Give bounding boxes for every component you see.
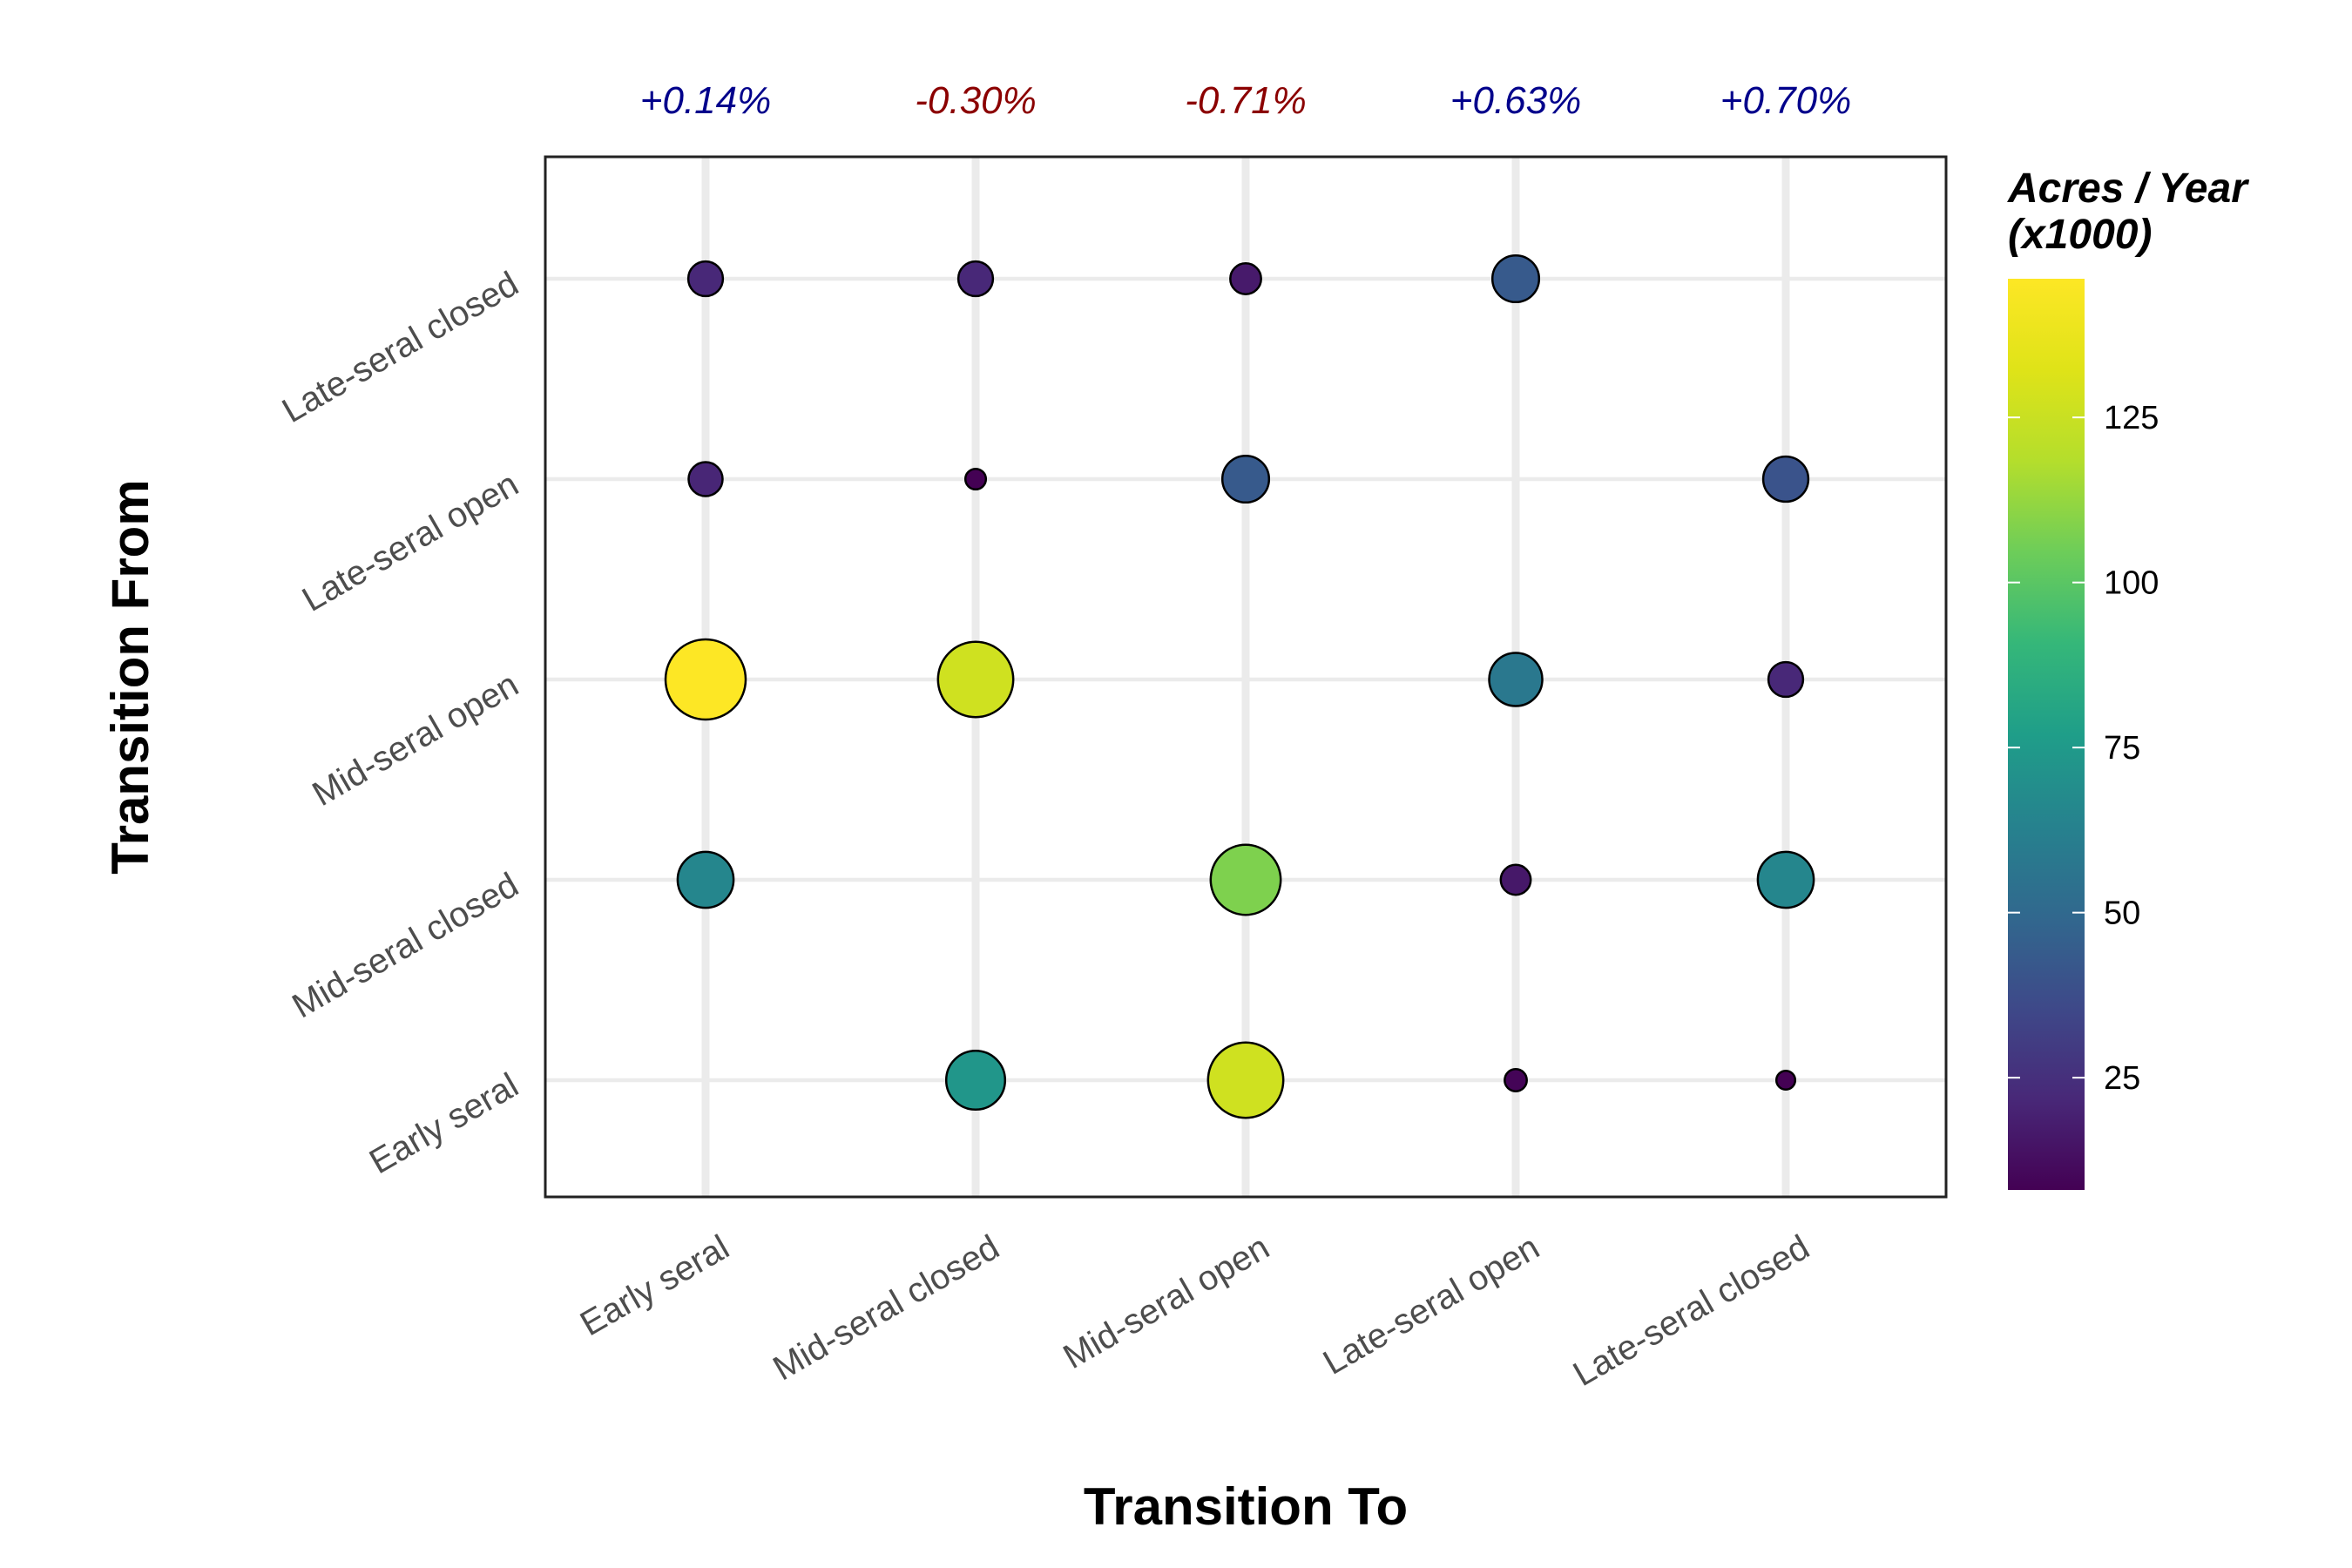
x-tick-labels: Early seral Mid-seral closed Mid-seral ope… — [574, 1228, 1816, 1394]
x-tick-label-2: Mid-seral open — [1057, 1228, 1275, 1376]
color-legend: Acres / Year (x1000) 25 50 75 100 125 — [2007, 166, 2249, 1190]
column-change-label-2: -0.71% — [1185, 79, 1306, 122]
y-tick-label-0: Early seral — [363, 1066, 525, 1182]
legend-tick-label-2: 75 — [2104, 730, 2140, 767]
column-change-label-1: -0.30% — [915, 79, 1036, 122]
x-tick-label-3: Late-seral open — [1317, 1228, 1546, 1382]
point-7 — [1761, 455, 1810, 504]
point-14 — [1499, 863, 1532, 896]
point-4 — [687, 461, 724, 497]
x-tick-label-1: Mid-seral closed — [767, 1228, 1005, 1389]
point-5 — [963, 467, 988, 491]
legend-tick-label-4: 125 — [2104, 400, 2159, 436]
column-change-label-4: +0.70% — [1720, 79, 1851, 122]
column-change-label-0: +0.14% — [640, 79, 771, 122]
column-change-label-3: +0.63% — [1450, 79, 1581, 122]
legend-colorbar — [2008, 279, 2085, 1190]
point-15 — [1756, 850, 1815, 909]
y-tick-label-2: Mid-seral open — [306, 666, 524, 814]
point-10 — [1488, 652, 1544, 707]
legend-tick-label-0: 25 — [2104, 1060, 2140, 1097]
point-0 — [686, 260, 725, 298]
grid-lines — [545, 157, 1946, 1197]
point-17 — [1206, 1041, 1285, 1119]
y-tick-label-3: Late-seral open — [296, 465, 525, 619]
point-19 — [1774, 1069, 1797, 1092]
x-axis-title: Transition To — [1084, 1477, 1408, 1536]
x-tick-label-4: Late-seral closed — [1567, 1228, 1816, 1394]
x-tick-label-0: Early seral — [574, 1228, 736, 1344]
y-tick-label-4: Late-seral closed — [276, 265, 525, 430]
point-6 — [1220, 454, 1271, 504]
point-11 — [1767, 660, 1805, 699]
legend-tick-label-1: 50 — [2104, 896, 2140, 932]
point-9 — [936, 640, 1015, 719]
point-18 — [1504, 1068, 1528, 1092]
point-2 — [1229, 262, 1262, 295]
point-16 — [944, 1049, 1007, 1112]
legend-ticks: 25 50 75 100 125 — [2008, 400, 2159, 1097]
y-tick-label-1: Mid-seral closed — [286, 866, 524, 1026]
point-8 — [664, 638, 747, 721]
legend-tick-label-3: 100 — [2104, 565, 2159, 602]
point-3 — [1490, 253, 1541, 304]
y-tick-labels: Early seral Mid-seral closed Mid-seral ope… — [276, 265, 525, 1182]
point-1 — [956, 260, 995, 298]
point-13 — [1209, 843, 1282, 916]
plot-panel-border — [544, 155, 1948, 1199]
legend-title-line2: (x1000) — [2008, 212, 2152, 258]
column-change-labels: +0.14% -0.30% -0.71% +0.63% +0.70% — [640, 79, 1851, 122]
y-axis-title: Transition From — [101, 479, 159, 874]
legend-title-line1: Acres / Year — [2007, 166, 2249, 212]
data-points — [664, 253, 1815, 1119]
point-12 — [676, 850, 735, 909]
